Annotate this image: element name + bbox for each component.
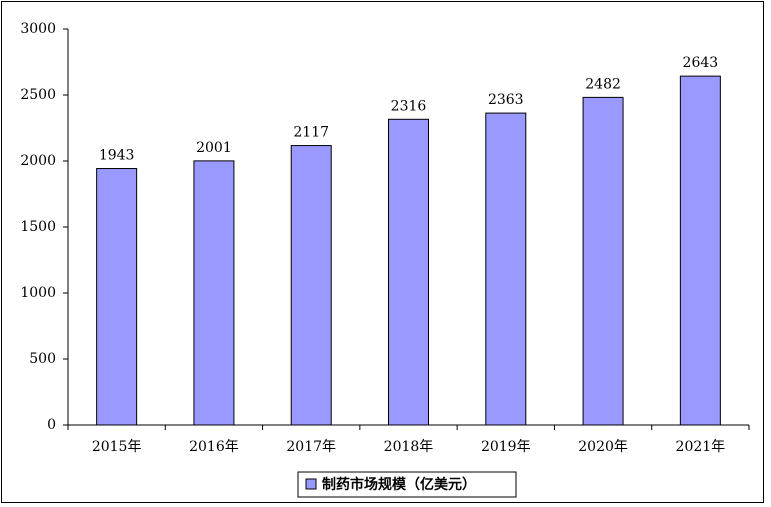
bar [485,112,527,426]
x-tick-label: 2019年 [481,439,531,455]
data-label: 2482 [585,76,621,92]
y-tick-label: 0 [47,417,56,433]
y-tick-label: 1000 [20,285,56,301]
legend-swatch [305,478,317,490]
x-tick-label: 2017年 [286,439,336,455]
x-tick-label: 2015年 [92,439,142,455]
data-label: 1943 [99,148,135,164]
data-label: 2316 [391,98,427,114]
y-tick-label: 2500 [20,87,56,103]
x-tick-label: 2020年 [578,439,628,455]
legend-box [297,471,517,498]
data-label: 2643 [683,55,719,71]
legend-label: 制药市场规模（亿美元） [322,476,476,493]
bar [193,160,235,426]
bar [582,96,624,426]
bar [290,145,332,426]
y-tick-label: 500 [29,351,56,367]
x-tick-label: 2021年 [676,439,726,455]
y-tick-label: 3000 [20,21,56,37]
data-label: 2117 [293,125,329,141]
y-tick-label: 2000 [20,153,56,169]
data-label: 2001 [196,140,232,156]
bar [388,118,429,426]
bar [679,75,721,426]
y-tick-label: 1500 [20,219,56,235]
x-tick-label: 2018年 [384,439,434,455]
x-tick-label: 2016年 [189,439,239,455]
bar [96,168,138,426]
data-label: 2363 [488,92,524,108]
